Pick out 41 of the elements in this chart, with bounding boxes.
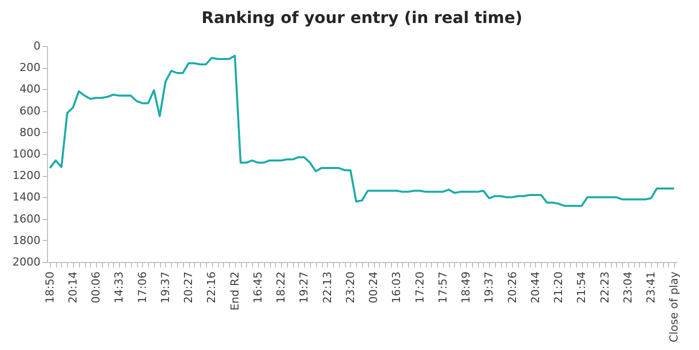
x-tick-label: 20:27	[182, 272, 196, 304]
x-tick-label: 18:50	[43, 272, 56, 304]
y-tick-label: 1800	[12, 234, 40, 247]
y-tick-label: 200	[20, 61, 40, 74]
line-series	[48, 54, 676, 207]
x-tick-label: 17:20	[413, 272, 426, 304]
x-tick-label: 22:13	[320, 272, 334, 304]
x-tick-label: 20:44	[528, 272, 542, 304]
x-tick-label: 14:33	[112, 272, 126, 304]
y-tick-label: 400	[20, 82, 40, 96]
x-tick-label: 23:41	[644, 272, 658, 304]
x-tick-label: 19:27	[298, 272, 311, 304]
y-tick-label: 1400	[12, 190, 40, 204]
y-tick-label: 800	[20, 126, 40, 139]
x-tick-label: 17:57	[436, 272, 450, 304]
y-tick-label: 1600	[12, 212, 40, 226]
y-tick-label: 1000	[12, 148, 40, 160]
x-tick-label: 23:20	[344, 272, 357, 304]
x-tick-label: Close of play	[668, 271, 681, 342]
x-tick-label: 22:23	[598, 272, 612, 304]
x-tick-label: 17:06	[136, 272, 149, 304]
x-tick-label: 23:04	[621, 272, 634, 304]
x-tick-label: 21:20	[552, 272, 566, 304]
x-tick-label: 19:37	[158, 272, 172, 304]
x-tick-label: 00:06	[90, 272, 103, 304]
x-tick-label: 20:26	[506, 272, 519, 304]
y-tick-label: 1200	[12, 169, 40, 182]
y-tick-label: 2000	[12, 256, 40, 268]
x-tick-label: 20:14	[66, 272, 80, 304]
chart-title: Ranking of your entry (in real time)	[202, 8, 522, 27]
x-tick-label: 22:16	[205, 272, 218, 304]
x-tick-label: 19:37	[482, 272, 496, 304]
x-tick-label: 00:24	[367, 272, 380, 304]
x-tick-label: 16:03	[390, 272, 404, 304]
x-tick-label: 18:49	[460, 272, 473, 304]
x-tick-label: End R2	[228, 272, 242, 311]
y-tick-label: 600	[20, 104, 40, 118]
x-tick-label: 16:45	[251, 272, 264, 304]
x-tick-label: 18:22	[274, 272, 288, 304]
x-tick-label: 21:54	[575, 272, 588, 304]
y-tick-label: 0	[34, 40, 40, 52]
